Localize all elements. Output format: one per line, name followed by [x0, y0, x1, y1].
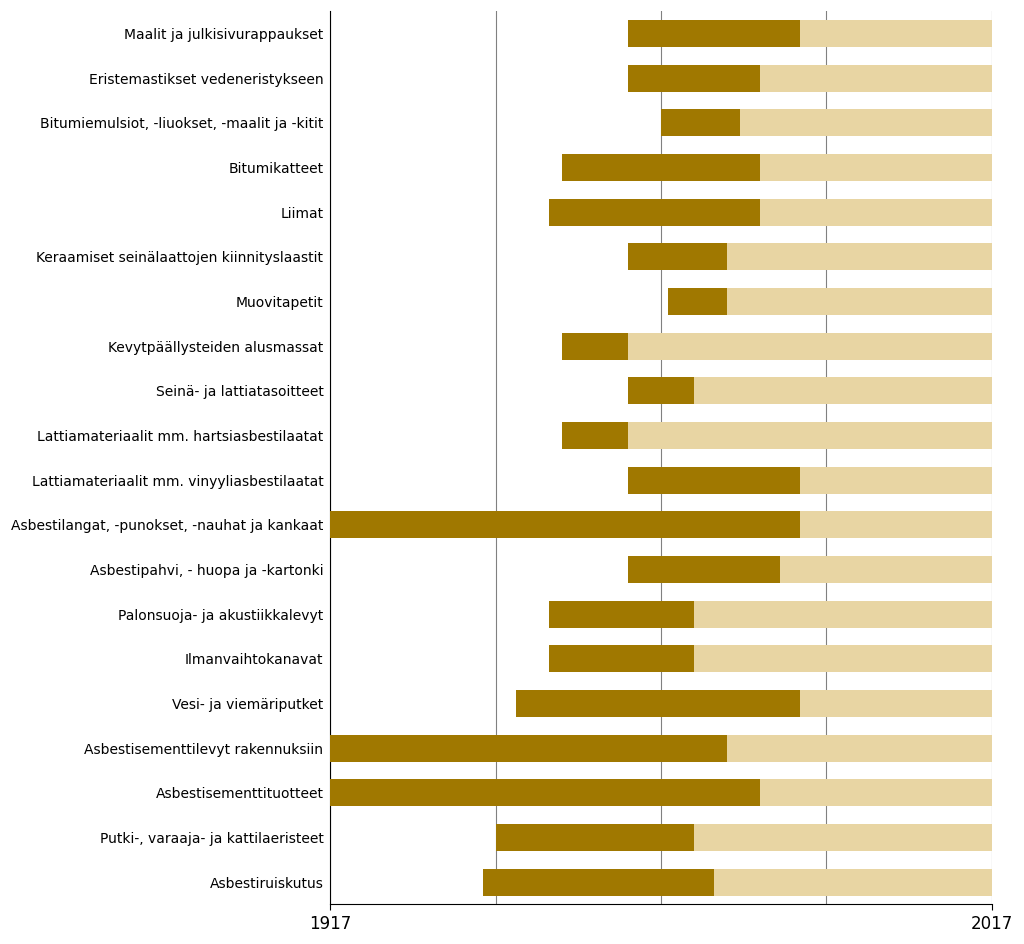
Bar: [496, 824, 694, 851]
Bar: [668, 288, 992, 315]
Bar: [549, 600, 694, 628]
Bar: [628, 466, 992, 494]
Bar: [662, 110, 740, 136]
Bar: [549, 199, 992, 226]
Bar: [562, 422, 628, 448]
Bar: [331, 780, 992, 806]
Bar: [482, 868, 714, 896]
Bar: [516, 690, 800, 716]
Bar: [331, 734, 727, 762]
Bar: [628, 65, 760, 92]
Bar: [628, 244, 992, 270]
Bar: [628, 20, 800, 47]
Bar: [628, 20, 992, 47]
Bar: [562, 332, 992, 360]
Bar: [482, 868, 992, 896]
Bar: [628, 466, 800, 494]
Bar: [628, 378, 992, 404]
Bar: [628, 244, 727, 270]
Bar: [562, 422, 992, 448]
Bar: [549, 600, 992, 628]
Bar: [628, 378, 694, 404]
Bar: [331, 512, 800, 538]
Bar: [562, 154, 760, 181]
Bar: [549, 199, 760, 226]
Bar: [331, 512, 992, 538]
Bar: [668, 288, 727, 315]
Bar: [549, 646, 694, 672]
Bar: [331, 780, 760, 806]
Bar: [331, 734, 992, 762]
Bar: [562, 332, 628, 360]
Bar: [628, 556, 992, 582]
Bar: [562, 154, 992, 181]
Bar: [628, 556, 780, 582]
Bar: [549, 646, 992, 672]
Bar: [662, 110, 992, 136]
Bar: [496, 824, 992, 851]
Bar: [516, 690, 992, 716]
Bar: [628, 65, 992, 92]
